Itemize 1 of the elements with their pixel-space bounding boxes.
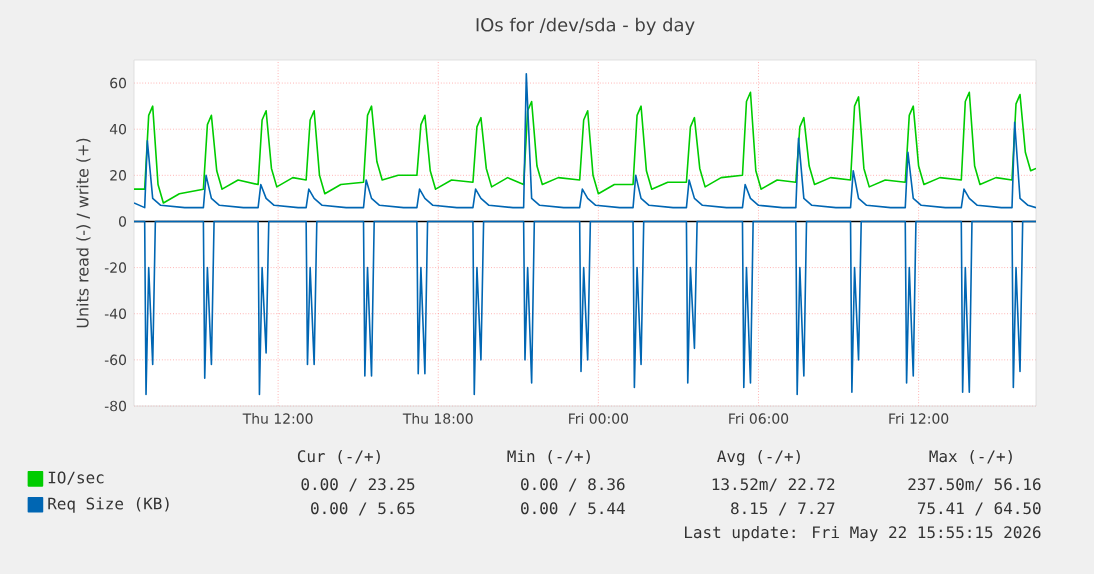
chart-title: IOs for /dev/sda - by day bbox=[476, 17, 695, 35]
